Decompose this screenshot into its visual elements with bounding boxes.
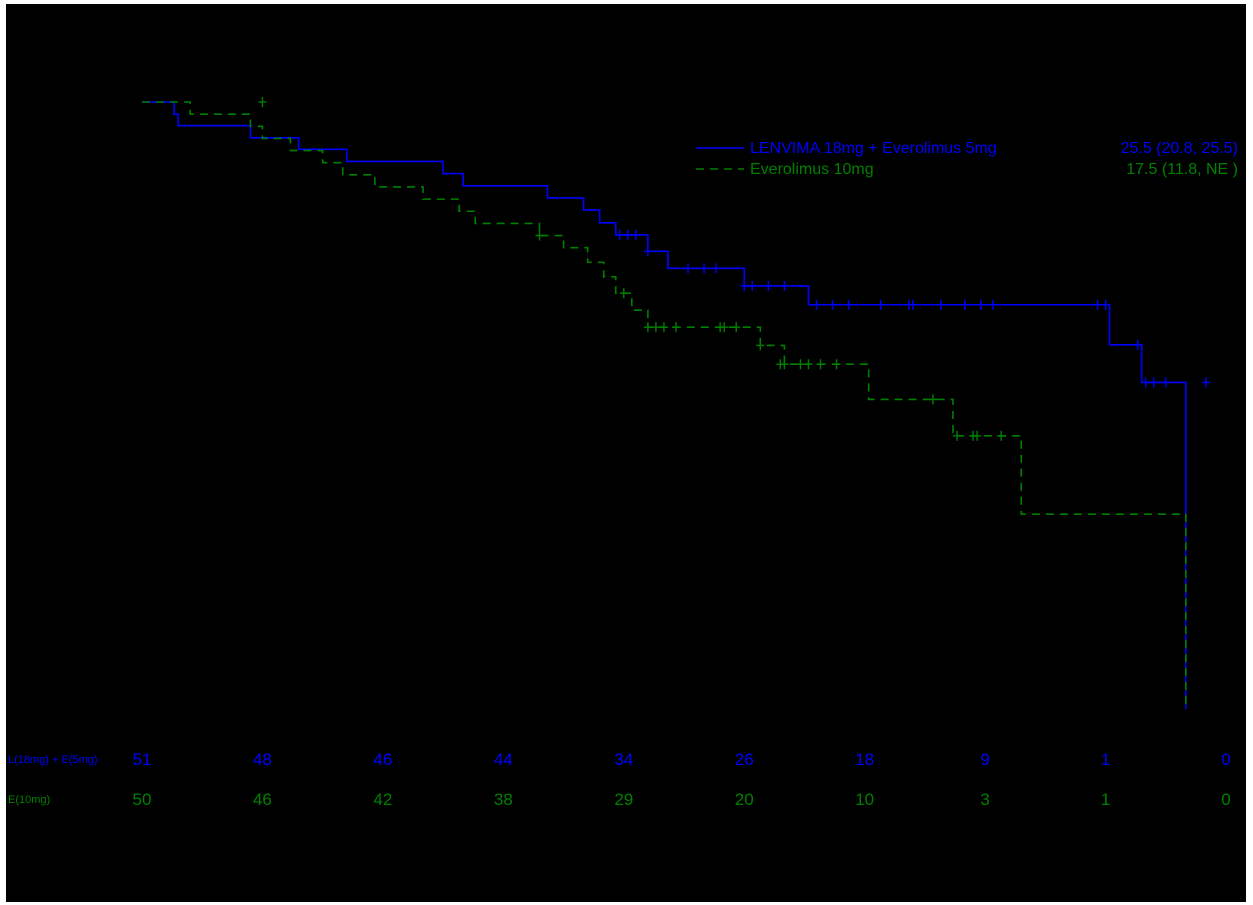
risk-count-1-6: 10 xyxy=(855,790,874,809)
risk-count-0-9: 0 xyxy=(1221,750,1230,769)
risk-row-label-1: E(10mg) xyxy=(8,794,50,806)
risk-count-1-5: 20 xyxy=(735,790,754,809)
km-plot: LENVIMA 18mg + Everolimus 5mg 25.5 (20.8,… xyxy=(8,97,1238,809)
risk-count-0-2: 46 xyxy=(373,750,392,769)
everolimus-survival-line xyxy=(142,101,1187,709)
risk-count-0-1: 48 xyxy=(253,750,272,769)
risk-count-1-2: 42 xyxy=(373,790,392,809)
risk-count-0-0: 51 xyxy=(133,750,152,769)
legend-stat-1: 17.5 (11.8, NE ) xyxy=(1126,161,1238,178)
risk-count-1-7: 3 xyxy=(980,790,989,809)
risk-count-0-8: 1 xyxy=(1101,750,1110,769)
risk-count-1-8: 1 xyxy=(1101,790,1110,809)
risk-count-0-4: 34 xyxy=(614,750,633,769)
risk-count-1-4: 29 xyxy=(614,790,633,809)
chart-area: LENVIMA 18mg + Everolimus 5mg 25.5 (20.8,… xyxy=(6,4,1246,902)
risk-count-1-0: 50 xyxy=(133,790,152,809)
lenvima-survival-line xyxy=(142,101,1187,709)
risk-row-label-0: L(18mg) + E(5mg) xyxy=(8,754,98,766)
risk-count-1-1: 46 xyxy=(253,790,272,809)
risk-count-0-7: 9 xyxy=(980,750,989,769)
legend-label-0: LENVIMA 18mg + Everolimus 5mg xyxy=(750,140,997,157)
risk-count-1-3: 38 xyxy=(494,790,513,809)
risk-count-0-3: 44 xyxy=(494,750,513,769)
legend-label-1: Everolimus 10mg xyxy=(750,161,874,178)
risk-count-0-6: 18 xyxy=(855,750,874,769)
risk-count-0-5: 26 xyxy=(735,750,754,769)
legend-stat-0: 25.5 (20.8, 25.5) xyxy=(1121,140,1238,157)
risk-count-1-9: 0 xyxy=(1221,790,1230,809)
